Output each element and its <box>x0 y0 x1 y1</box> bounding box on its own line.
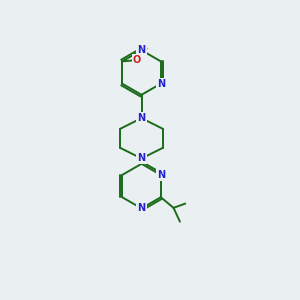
Text: O: O <box>133 55 141 65</box>
Text: N: N <box>137 45 146 55</box>
Text: N: N <box>137 154 146 164</box>
Text: N: N <box>137 203 146 213</box>
Text: N: N <box>157 79 165 89</box>
Text: N: N <box>157 170 165 180</box>
Text: N: N <box>137 113 146 123</box>
